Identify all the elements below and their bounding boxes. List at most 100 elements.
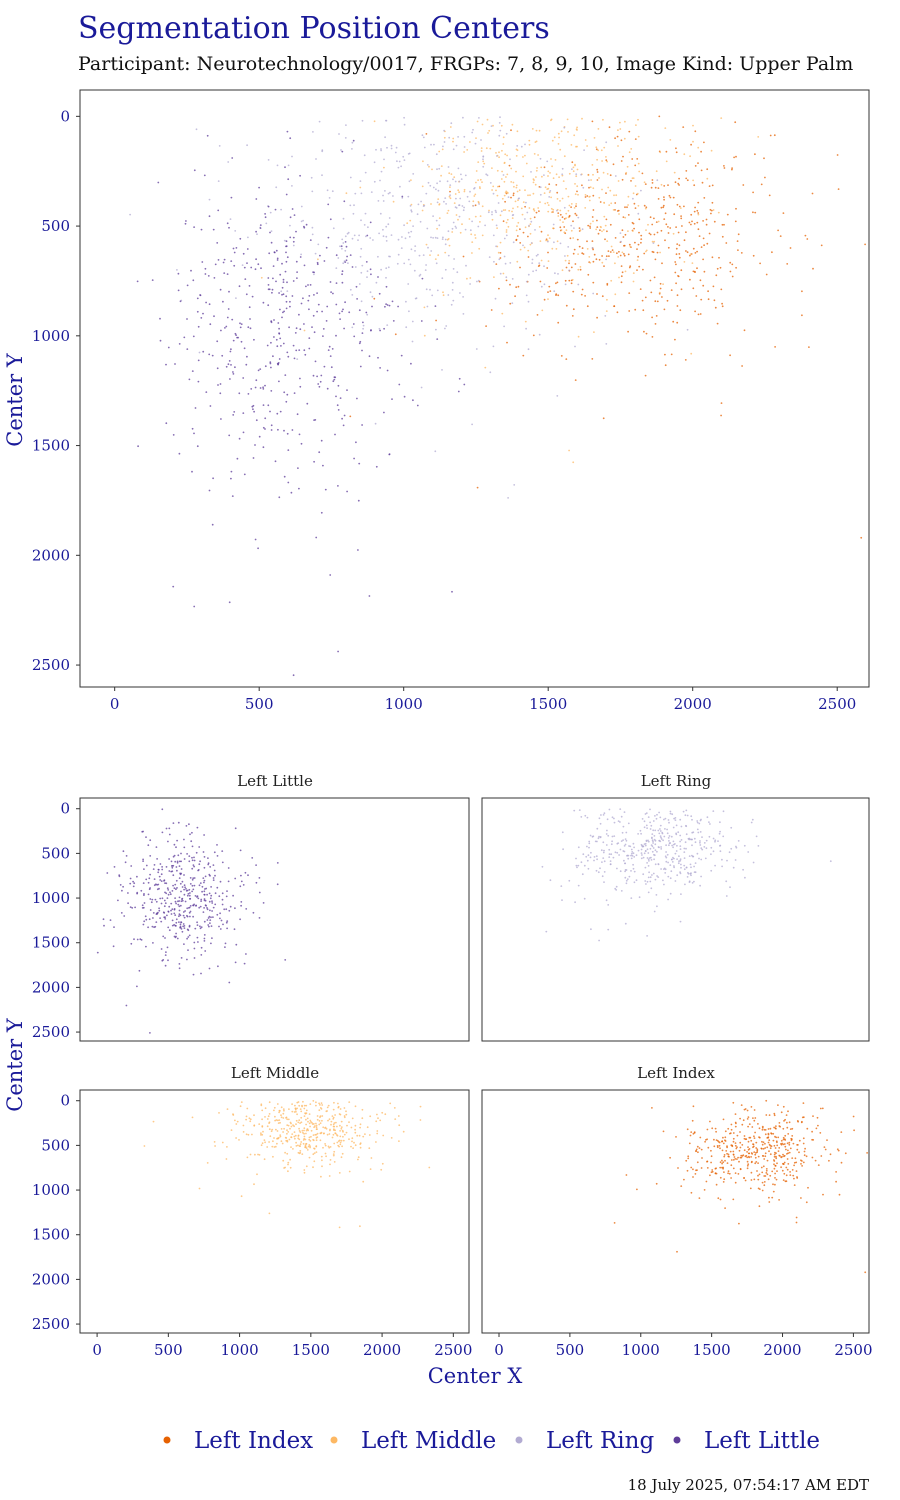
main-point-left-ring — [494, 209, 497, 212]
main-point-left-little — [253, 410, 256, 413]
facet-point-left-middle — [327, 1104, 330, 1107]
facet-point-left-little — [182, 914, 185, 917]
main-point-left-middle — [449, 197, 452, 200]
main-point-left-index — [394, 333, 397, 336]
main-point-left-ring — [525, 280, 528, 283]
main-point-left-ring — [577, 283, 580, 286]
main-point-left-ring — [380, 148, 382, 150]
facet-point-left-middle — [345, 1131, 348, 1134]
facet-point-left-little — [196, 896, 198, 898]
main-x-tick-label: 500 — [245, 695, 274, 713]
main-point-left-little — [262, 388, 265, 390]
facet-point-left-middle — [264, 1116, 266, 1118]
main-point-left-ring — [447, 294, 450, 296]
facet-point-left-index — [748, 1136, 751, 1139]
main-point-left-middle — [449, 186, 451, 189]
facet-point-left-little — [175, 902, 178, 905]
facet-point-left-ring — [683, 847, 686, 850]
main-point-left-ring — [459, 292, 461, 294]
facet-point-left-little — [175, 846, 177, 849]
facet-point-left-index — [819, 1107, 822, 1110]
facet-y-tick-label: 1500 — [32, 934, 70, 952]
facet-point-left-middle — [318, 1123, 321, 1126]
facet-point-left-little — [180, 900, 183, 903]
facet-point-left-ring — [698, 822, 701, 825]
facet-point-left-little — [221, 892, 224, 895]
facet-point-left-index — [761, 1128, 764, 1131]
facet-point-left-index — [794, 1157, 797, 1160]
facet-point-left-middle — [294, 1137, 296, 1140]
main-point-left-ring — [195, 128, 198, 131]
facet-point-left-middle — [304, 1145, 307, 1148]
facet-point-left-index — [714, 1167, 717, 1170]
main-point-left-ring — [369, 237, 372, 239]
main-point-left-middle — [529, 223, 532, 226]
main-point-left-ring — [372, 239, 374, 241]
facet-point-left-middle — [256, 1173, 258, 1176]
main-point-left-middle — [565, 187, 567, 190]
main-point-left-little — [385, 285, 388, 288]
facet-point-left-middle — [274, 1115, 276, 1118]
facet-point-left-little — [176, 869, 178, 872]
main-point-left-middle — [506, 191, 509, 194]
main-point-left-little — [316, 263, 319, 266]
main-point-left-index — [622, 236, 625, 238]
main-point-left-index — [634, 138, 637, 141]
facet-point-left-ring — [599, 822, 602, 825]
main-point-left-middle — [448, 195, 451, 198]
facet-point-left-ring — [624, 843, 627, 846]
facet-point-left-middle — [329, 1146, 332, 1148]
facet-point-left-middle — [245, 1118, 248, 1121]
facet-point-left-little — [188, 888, 191, 891]
main-point-left-ring — [434, 450, 437, 453]
facet-point-left-ring — [693, 865, 695, 868]
main-point-left-little — [434, 305, 437, 307]
facet-point-left-index — [723, 1155, 726, 1158]
main-point-left-little — [203, 174, 206, 177]
facet-point-left-ring — [598, 817, 601, 820]
main-point-left-middle — [546, 201, 549, 204]
facet-point-left-ring — [633, 846, 635, 849]
facet-point-left-middle — [214, 1145, 217, 1147]
facet-panel-border — [79, 797, 470, 1042]
facet-point-left-middle — [337, 1102, 339, 1105]
main-point-left-middle — [522, 156, 524, 158]
facet-point-left-index — [793, 1184, 796, 1186]
facet-point-left-little — [223, 908, 226, 911]
main-point-left-index — [627, 214, 630, 216]
facet-point-left-middle — [307, 1145, 310, 1148]
facet-point-left-index — [734, 1125, 737, 1128]
facet-point-left-middle — [305, 1123, 307, 1126]
main-point-left-little — [278, 496, 281, 499]
facet-point-left-index — [739, 1117, 741, 1120]
main-point-left-little — [183, 336, 186, 339]
facet-point-left-little — [186, 937, 189, 940]
main-point-left-middle — [474, 237, 477, 239]
facet-point-left-index — [762, 1165, 765, 1168]
facet-point-left-middle — [302, 1131, 304, 1134]
main-point-left-ring — [472, 205, 475, 207]
facet-point-left-little — [197, 941, 199, 943]
main-point-left-middle — [552, 177, 555, 180]
facet-point-left-index — [778, 1147, 781, 1149]
facet-panel-border — [481, 1089, 870, 1334]
main-point-left-index — [677, 275, 679, 277]
main-point-left-little — [286, 351, 289, 354]
facet-point-left-index — [732, 1198, 735, 1201]
facet-point-left-little — [168, 827, 171, 830]
facet-point-left-middle — [318, 1109, 321, 1112]
main-point-left-little — [226, 222, 229, 225]
main-point-left-index — [836, 154, 839, 156]
facet-point-left-ring — [659, 830, 662, 832]
facet-point-left-ring — [660, 848, 663, 850]
main-point-left-index — [801, 314, 803, 317]
facet-point-left-middle — [234, 1119, 236, 1122]
main-point-left-ring — [289, 224, 291, 227]
facet-point-left-index — [722, 1136, 724, 1139]
facet-point-left-index — [821, 1107, 824, 1110]
main-point-left-middle — [525, 162, 528, 165]
main-point-left-index — [684, 359, 687, 361]
facet-point-left-ring — [732, 866, 735, 869]
main-point-left-index — [621, 229, 624, 232]
facet-point-left-ring — [608, 853, 611, 855]
